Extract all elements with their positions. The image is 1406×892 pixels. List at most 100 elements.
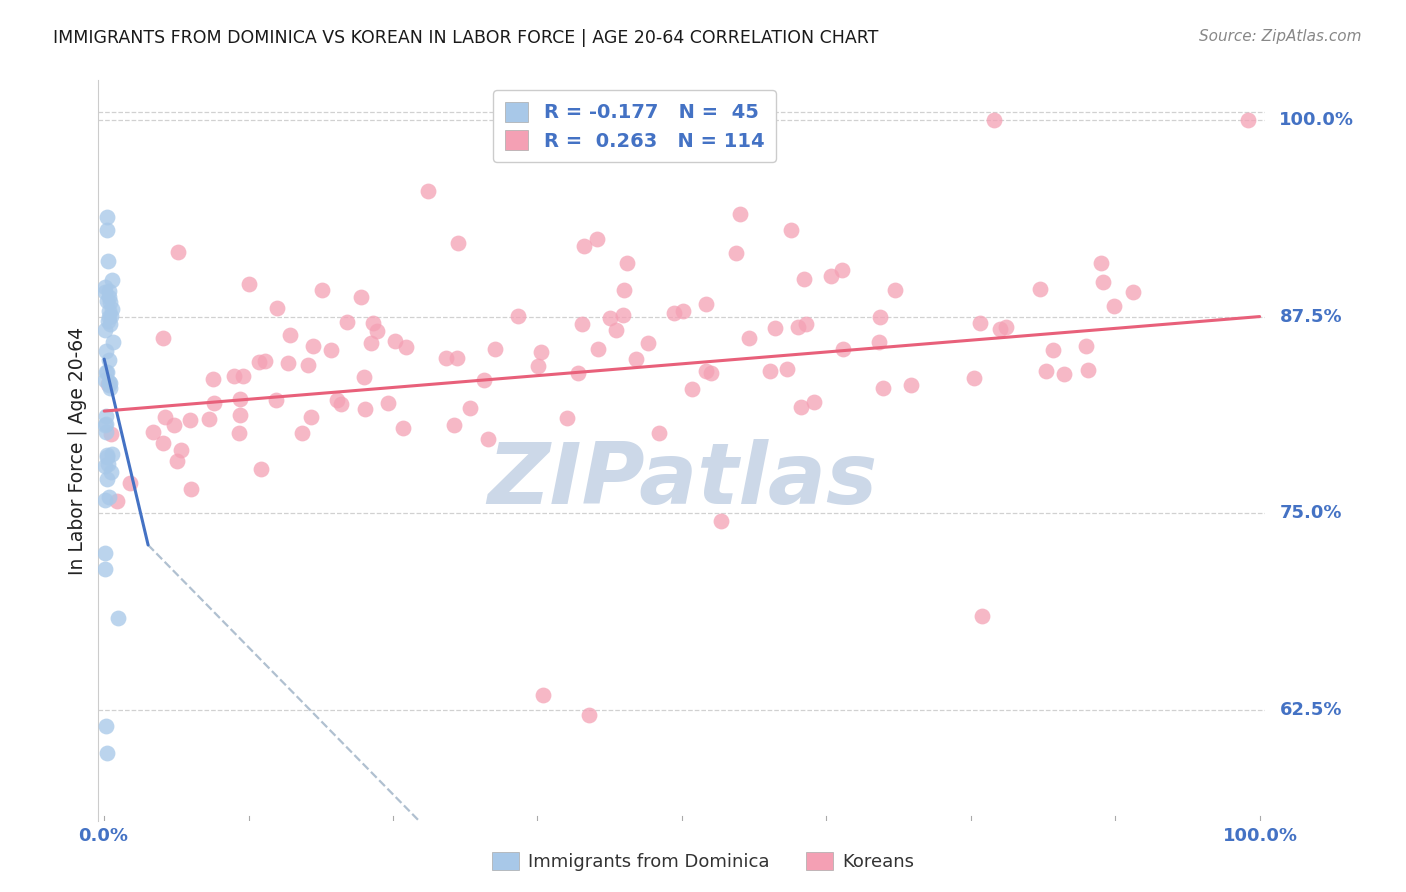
Point [572,239,595,253]
Point [353,402,375,417]
Point [153,410,176,425]
Point [1102,299,1125,313]
Point [613,283,636,297]
Point [994,320,1017,334]
Point [869,310,891,324]
Point [477,432,499,446]
Point [277,356,299,370]
Point [94,373,117,387]
Point [97,353,120,368]
Point [249,461,271,475]
Point [152,331,174,345]
Point [96,409,118,423]
Point [872,381,894,395]
Legend: Immigrants from Dominica, Koreans: Immigrants from Dominica, Koreans [485,845,921,879]
Text: 87.5%: 87.5% [1279,308,1343,326]
Point [229,408,252,422]
Point [700,366,723,380]
Point [900,378,922,392]
Point [96,210,118,224]
Text: 75.0%: 75.0% [1279,505,1341,523]
Point [101,273,124,287]
Point [759,364,782,378]
Point [98,284,121,298]
Point [366,324,388,338]
Text: ZIPatlas: ZIPatlas [486,439,877,522]
Point [794,317,817,331]
Point [793,272,815,286]
Point [94,493,117,508]
Point [724,245,747,260]
Point [94,365,117,379]
Point [97,310,120,325]
Point [97,458,120,472]
Point [446,351,468,365]
Point [472,373,495,387]
Point [738,331,761,345]
Point [94,425,117,440]
Point [247,354,270,368]
Point [278,328,301,343]
Point [1090,256,1112,270]
Point [97,304,120,318]
Point [612,308,634,322]
Point [779,222,801,236]
Point [555,410,578,425]
Point [98,317,121,331]
Text: 100.0%: 100.0% [1279,111,1354,128]
Point [787,320,810,334]
Point [616,256,638,270]
Point [983,112,1005,127]
Point [94,323,117,337]
Text: 100.0%: 100.0% [1223,827,1298,845]
Point [695,297,717,311]
Point [97,490,120,504]
Point [1077,363,1099,377]
Point [101,446,124,460]
Point [1053,367,1076,381]
Point [166,453,188,467]
Point [96,365,118,379]
Point [599,310,621,325]
Point [1035,364,1057,378]
Point [100,309,122,323]
Point [360,335,382,350]
Point [506,309,529,323]
Point [803,395,825,409]
Point [105,494,128,508]
Point [530,345,553,359]
Point [831,262,853,277]
Point [831,343,853,357]
Point [311,283,333,297]
Point [395,340,418,354]
Point [96,223,118,237]
Point [179,413,201,427]
Point [97,313,120,327]
Point [97,254,120,268]
Point [648,425,671,440]
Point [962,370,984,384]
Point [228,426,250,441]
Point [96,294,118,309]
Point [142,425,165,440]
Point [672,303,695,318]
Point [330,397,353,411]
Point [392,421,415,435]
Point [98,290,121,304]
Point [484,342,506,356]
Point [531,688,554,702]
Legend: R = -0.177   N =  45, R =  0.263   N = 114: R = -0.177 N = 45, R = 0.263 N = 114 [494,90,776,162]
Point [349,290,371,304]
Point [319,343,342,358]
Point [264,392,287,407]
Point [94,719,117,733]
Point [1028,281,1050,295]
Point [361,316,384,330]
Point [325,392,347,407]
Point [291,426,314,441]
Point [101,302,124,317]
Point [710,515,733,529]
Point [96,472,118,486]
Point [789,400,811,414]
Point [883,283,905,297]
